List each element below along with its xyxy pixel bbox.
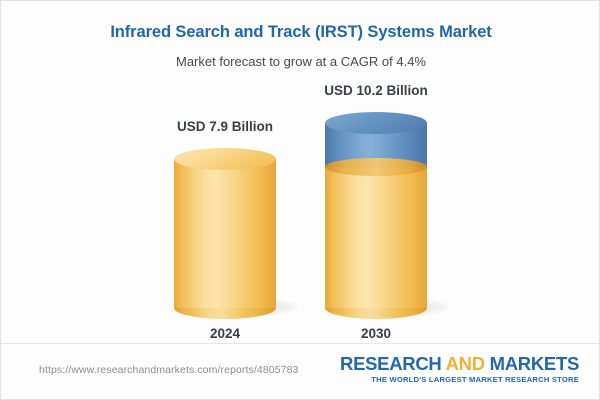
bar-category-label-2030: 2030 [360,326,392,341]
logo-wordmark: RESEARCH AND MARKETS [340,354,579,373]
bar-category-label-2024: 2024 [209,326,241,341]
page-title: Infrared Search and Track (IRST) Systems… [110,23,492,41]
logo-word-research: RESEARCH [340,353,442,374]
bar-group-2024: USD 7.9 Billion 2024 [174,119,298,341]
cylinder-top-cap [325,112,427,134]
cylinder-2024 [174,148,276,319]
page-subtitle: Market forecast to grow at a CAGR of 4.4… [176,54,426,69]
cylinder-2030 [325,112,427,319]
logo-word-and: AND [445,353,485,374]
bar-value-label-2030: USD 10.2 Billion [324,83,428,98]
cylinder-segment-seam [325,158,427,176]
footer: https://www.researchandmarkets.com/repor… [1,343,599,399]
cylinder-gold-body [325,166,427,308]
brand-logo[interactable]: RESEARCH AND MARKETS THE WORLD'S LARGEST… [340,354,579,385]
cylinder-gold-body [174,159,276,308]
logo-word-markets: MARKETS [489,353,580,374]
bar-chart: USD 7.9 Billion 2024 USD 10.2 Billion [1,1,599,346]
source-url[interactable]: https://www.researchandmarkets.com/repor… [39,364,299,376]
bar-group-2030: USD 10.2 Billion 2030 [324,83,449,341]
logo-tagline: THE WORLD'S LARGEST MARKET RESEARCH STOR… [371,375,579,385]
cylinder-top-cap [174,148,276,170]
bar-value-label-2024: USD 7.9 Billion [176,119,274,134]
